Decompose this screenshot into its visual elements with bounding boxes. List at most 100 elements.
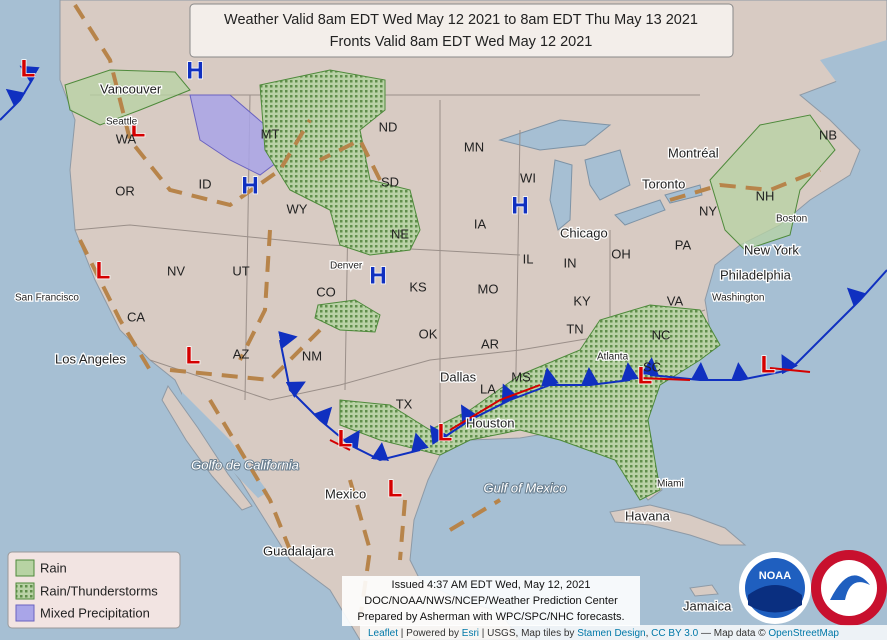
state-label: NC [652, 327, 671, 342]
low-pressure: L [388, 475, 403, 502]
legend: Rain Rain/Thunderstorms Mixed Precipitat… [7, 551, 181, 629]
city-label: Denver [330, 261, 363, 272]
state-label: SD [381, 174, 399, 189]
state-label: WY [287, 201, 308, 216]
attribution-link: OpenStreetMap [768, 628, 839, 639]
nws-swirl [830, 575, 870, 600]
low-pressure: L [186, 342, 201, 369]
city-label: Washington [712, 293, 764, 304]
sea-label: Gulf of Mexico [483, 480, 566, 495]
state-label: MO [478, 281, 499, 296]
low-pressure: L [96, 257, 111, 284]
state-labels: WA OR ID MT WY ND SD NE MN WI IA IL IN OH PA NY NH NB NV UT… [115, 119, 837, 411]
city-labels: Vancouver Seattle Denver Chicago Toronto Mont… [14, 80, 809, 615]
attribution: Leaflet | Powered by Esri | USGS, Map ti… [368, 628, 839, 639]
issued-panel [342, 576, 640, 626]
header-line: Weather Valid 8am EDT Wed May 12 2021 to… [224, 12, 698, 28]
attribution-link: Stamen Design [577, 628, 645, 639]
low-pressure: L [21, 55, 36, 82]
cuba [609, 504, 747, 546]
state-label: IN [564, 255, 577, 270]
city-label: Chicago [560, 225, 608, 240]
city-label: Los Angeles [55, 351, 126, 366]
state-label: TX [396, 396, 413, 411]
low-pressure: L [338, 425, 353, 452]
sea-labels: Golfo de California Gulf of Mexico [190, 456, 567, 496]
state-label: MS [511, 369, 531, 384]
state-label: MT [261, 126, 280, 141]
low-pressure: L [131, 115, 146, 142]
title-box: Weather Valid 8am EDT Wed May 12 2021 to… [189, 3, 734, 58]
state-label: NB [819, 127, 837, 142]
low-pressure: L [761, 351, 776, 378]
legend-label: Mixed Precipitation [40, 605, 150, 620]
header-line: Fronts Valid 8am EDT Wed May 12 2021 [330, 34, 593, 50]
city-label: Havana [625, 508, 671, 523]
low-pressure: L [638, 362, 653, 389]
state-label: VA [667, 293, 684, 308]
state-label: IA [474, 216, 487, 231]
state-label: NM [302, 348, 322, 363]
attribution-link: Leaflet [368, 628, 398, 639]
state-label: ND [379, 119, 398, 134]
high-pressure: H [241, 172, 258, 199]
state-label: SC [643, 359, 661, 374]
city-label: Seattle [106, 117, 138, 128]
title-panel [189, 3, 734, 58]
jamaica [689, 584, 719, 597]
legend-swatch [15, 582, 35, 600]
state-label: ID [199, 176, 212, 191]
city-label: Dallas [440, 369, 477, 384]
attribution-text: , [646, 628, 652, 639]
cold-front [0, 75, 887, 460]
city-label: Toronto [642, 176, 685, 191]
issued-box: Issued 4:37 AM EDT Wed, May 12, 2021 DOC… [342, 576, 640, 626]
logos: NOAA [739, 550, 887, 626]
state-label: NY [699, 203, 717, 218]
legend-panel [7, 551, 181, 629]
city-label: Mexico [325, 486, 366, 501]
noaa-text: NOAA [759, 570, 791, 582]
attribution-link: CC BY 3.0 [651, 628, 698, 639]
city-label: Philadelphia [720, 267, 792, 282]
city-label: Boston [776, 214, 807, 225]
state-label: OK [419, 326, 438, 341]
city-label: Guadalajara [263, 543, 335, 558]
city-label: Houston [466, 415, 514, 430]
legend-label: Rain [40, 560, 67, 575]
state-label: NH [756, 188, 775, 203]
attribution-panel [360, 625, 887, 640]
state-label: UT [232, 263, 249, 278]
city-label: Montréal [668, 145, 719, 160]
state-label: LA [480, 381, 496, 396]
state-label: IL [523, 251, 534, 266]
state-label: WI [520, 170, 536, 185]
legend-swatch [15, 604, 35, 622]
legend-label: Rain/Thunderstorms [40, 583, 158, 598]
state-label: KS [409, 279, 427, 294]
issued-line: Prepared by Asherman with WPC/SPC/NHC fo… [357, 611, 624, 623]
fronts [0, 75, 887, 460]
state-label: NV [167, 263, 185, 278]
state-label: KY [573, 293, 591, 308]
state-label: AZ [233, 346, 250, 361]
high-pressure: H [186, 57, 203, 84]
state-label: NE [391, 226, 409, 241]
low-pressure: L [438, 419, 453, 446]
high-pressure: H [511, 192, 528, 219]
legend-swatch [15, 559, 35, 577]
state-label: CO [316, 284, 336, 299]
city-label: New York [744, 242, 799, 257]
state-label: OR [115, 183, 135, 198]
pressure-lows: L L L L L L L L L [20, 55, 776, 504]
attribution-text: | Powered by [398, 628, 462, 639]
city-label: San Francisco [15, 293, 79, 304]
state-label: CA [127, 309, 145, 324]
noaa-wave [748, 585, 802, 613]
issued-line: Issued 4:37 AM EDT Wed, May 12, 2021 [392, 579, 591, 591]
city-label: Vancouver [100, 81, 162, 96]
pressure-highs: H H H H [186, 57, 530, 291]
city-label: Miami [657, 479, 684, 490]
